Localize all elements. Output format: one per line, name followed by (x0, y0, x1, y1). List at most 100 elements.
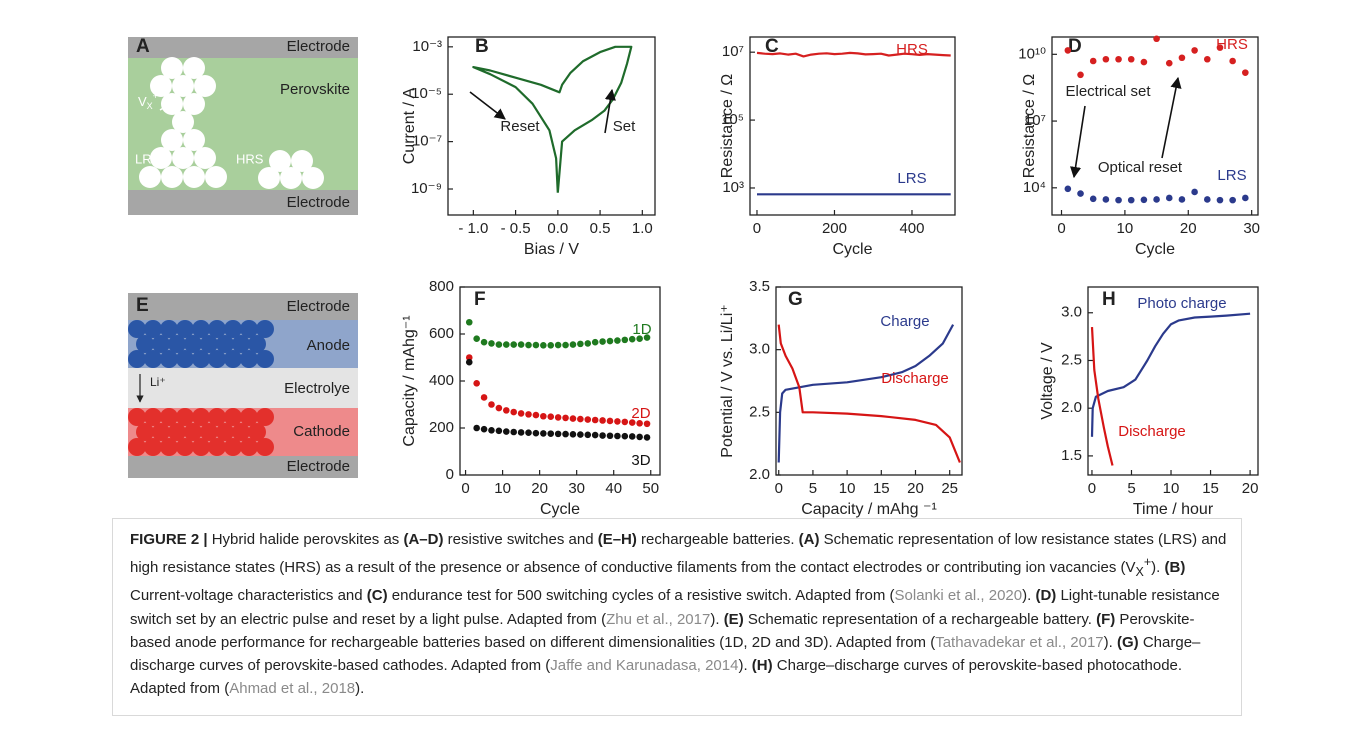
point (562, 341, 569, 349)
point (584, 416, 592, 423)
particle (280, 167, 302, 189)
point (473, 335, 480, 343)
point (532, 429, 540, 437)
particle (150, 147, 172, 169)
label: Perovskite (280, 81, 350, 98)
y-tick-label: 10⁴ (1023, 179, 1046, 196)
y-axis-title: Voltage / V (1039, 342, 1056, 420)
label: Li⁺ (150, 375, 166, 389)
label: Electrode (287, 298, 350, 315)
y-tick-label: 10³ (722, 179, 744, 196)
y-tick-label: 10⁷ (722, 43, 744, 60)
series-label: Charge (880, 313, 929, 330)
point (569, 431, 577, 438)
anode-particle (144, 350, 162, 368)
point (614, 432, 621, 440)
point (1191, 188, 1198, 196)
x-tick-label: 10 (1117, 220, 1134, 237)
point (643, 334, 651, 341)
series-label: Discharge (1118, 423, 1186, 440)
point (621, 432, 629, 440)
point (1127, 196, 1135, 204)
x-tick-label: 20 (1180, 220, 1197, 237)
point (488, 340, 495, 347)
y-tick-label: 400 (429, 372, 454, 389)
series-label: HRS (896, 41, 928, 58)
x-tick-label: 200 (822, 220, 847, 237)
cathode-particle (192, 408, 210, 426)
anode-particle (256, 320, 274, 338)
series-line (472, 45, 633, 193)
label: LRS (135, 151, 161, 166)
panel-letter: F (474, 289, 486, 310)
point (577, 340, 584, 348)
cathode-particle (176, 438, 194, 456)
series-label: Photo charge (1137, 295, 1226, 312)
caption-link[interactable]: Tathavadekar et al., 2017 (935, 633, 1104, 651)
point (562, 430, 569, 438)
caption-plain: rechargeable batteries. (636, 531, 799, 548)
y-tick-label: 3.0 (1061, 304, 1082, 321)
electrode-band (128, 293, 358, 320)
anode-particle (200, 335, 218, 353)
particle (258, 167, 280, 189)
point (599, 417, 606, 424)
caption-bold: (F) (1096, 610, 1116, 628)
cathode-particle (224, 408, 242, 426)
anode-particle (136, 335, 154, 353)
caption-plain: ). (1151, 559, 1165, 577)
panel-letter: H (1102, 289, 1116, 310)
particle (150, 75, 172, 97)
point (465, 354, 473, 361)
panel-letter: C (765, 36, 779, 57)
y-tick-label: 10⁻³ (412, 38, 442, 55)
point (502, 407, 510, 414)
y-axis-title: Current / A (401, 87, 418, 164)
caption-link[interactable]: Jaffe and Karunadasa, 2014 (550, 657, 739, 675)
cathode-particle (144, 438, 162, 456)
caption-link[interactable]: Ahmad et al., 2018 (229, 680, 356, 698)
caption-sup: + (1143, 555, 1152, 570)
arrow (1070, 105, 1086, 179)
point (577, 431, 584, 438)
point (1242, 69, 1249, 76)
y-axis-title: Resistance / Ω (1021, 74, 1038, 178)
cathode-particle (128, 438, 146, 456)
particle (194, 147, 216, 169)
point (1216, 196, 1224, 204)
electrolyte-band (128, 368, 358, 408)
y-tick-label: 10⁻⁷ (412, 133, 442, 150)
x-axis-title: Cycle (1135, 241, 1175, 258)
point (502, 341, 510, 348)
caption-plain: Schematic representation of low resistan… (130, 531, 1227, 577)
label-sub: X (147, 101, 153, 111)
x-tick-label: 0 (775, 480, 783, 497)
point (599, 338, 606, 345)
point (591, 416, 599, 424)
x-tick-label: 0 (753, 220, 761, 237)
plot-frame (459, 286, 661, 476)
point (1077, 190, 1084, 197)
schematic-e: E Electrode Anode Li⁺ Electrolye Cathode… (128, 293, 358, 478)
x-axis-title: Time / hour (1133, 501, 1214, 518)
anode-particle (216, 335, 234, 353)
caption-link[interactable]: Zhu et al., 2017 (606, 610, 711, 628)
point (532, 341, 540, 349)
series-line (777, 324, 961, 463)
caption-link[interactable]: Solanki et al., 2020 (894, 587, 1023, 605)
point (525, 429, 532, 437)
y-tick-label: 0 (446, 466, 454, 483)
point (628, 419, 636, 426)
caption-plain: Current-voltage characteristics and (130, 587, 367, 605)
cathode-particle (208, 438, 226, 456)
vacancy-label: VX+ (138, 91, 158, 111)
anode-particle (128, 320, 146, 338)
point (473, 380, 480, 387)
cathode-particle (144, 408, 162, 426)
panel-letter: G (788, 289, 803, 310)
caption-bold: (H) (751, 657, 773, 675)
panel-letter: E (136, 295, 149, 316)
point (480, 394, 488, 401)
y-tick-label: 10¹⁰ (1018, 45, 1046, 62)
label: Electrode (287, 458, 350, 475)
